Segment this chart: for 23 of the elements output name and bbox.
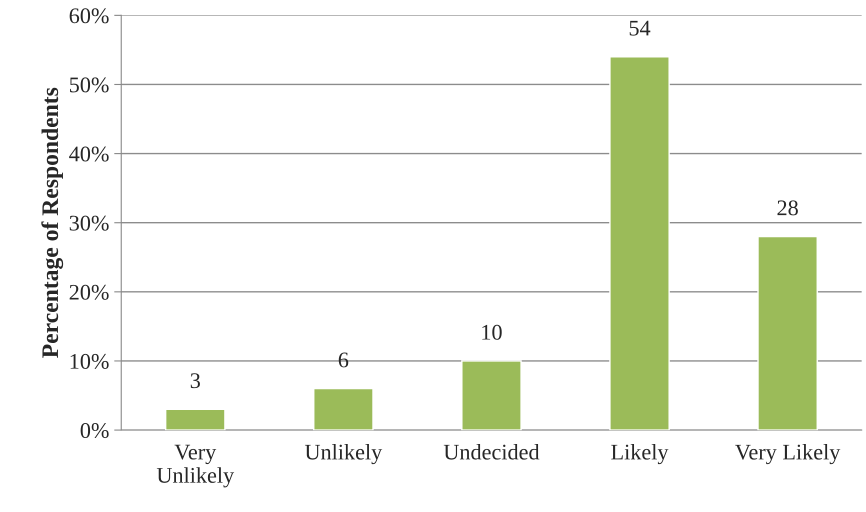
- y-tick-label: 10%: [70, 354, 109, 369]
- bar: [164, 408, 226, 430]
- data-label: 10: [482, 324, 502, 340]
- y-tick-label: 0%: [80, 423, 109, 438]
- bar: [609, 56, 670, 430]
- x-tick-label: Unlikely: [304, 444, 382, 464]
- bar: [461, 360, 522, 430]
- bar: [313, 388, 374, 430]
- data-label: 28: [777, 200, 798, 216]
- y-tick-label: 20%: [70, 284, 109, 300]
- x-tick-label: Undecided: [444, 444, 540, 460]
- y-tick-label: 30%: [70, 216, 109, 231]
- y-tick-label: 60%: [70, 8, 109, 24]
- x-tick-label: Very Unlikely: [156, 444, 234, 488]
- data-label: 6: [338, 352, 348, 368]
- y-axis-title: Percentage of Respondents: [41, 88, 64, 358]
- x-tick-label: Very Likely: [735, 444, 840, 464]
- y-tick-label: 50%: [70, 77, 109, 92]
- x-tick-label: Likely: [611, 444, 668, 464]
- y-tick-label: 40%: [69, 146, 109, 162]
- data-label: 54: [630, 20, 650, 36]
- data-label: 3: [190, 373, 200, 388]
- bar: [757, 236, 818, 430]
